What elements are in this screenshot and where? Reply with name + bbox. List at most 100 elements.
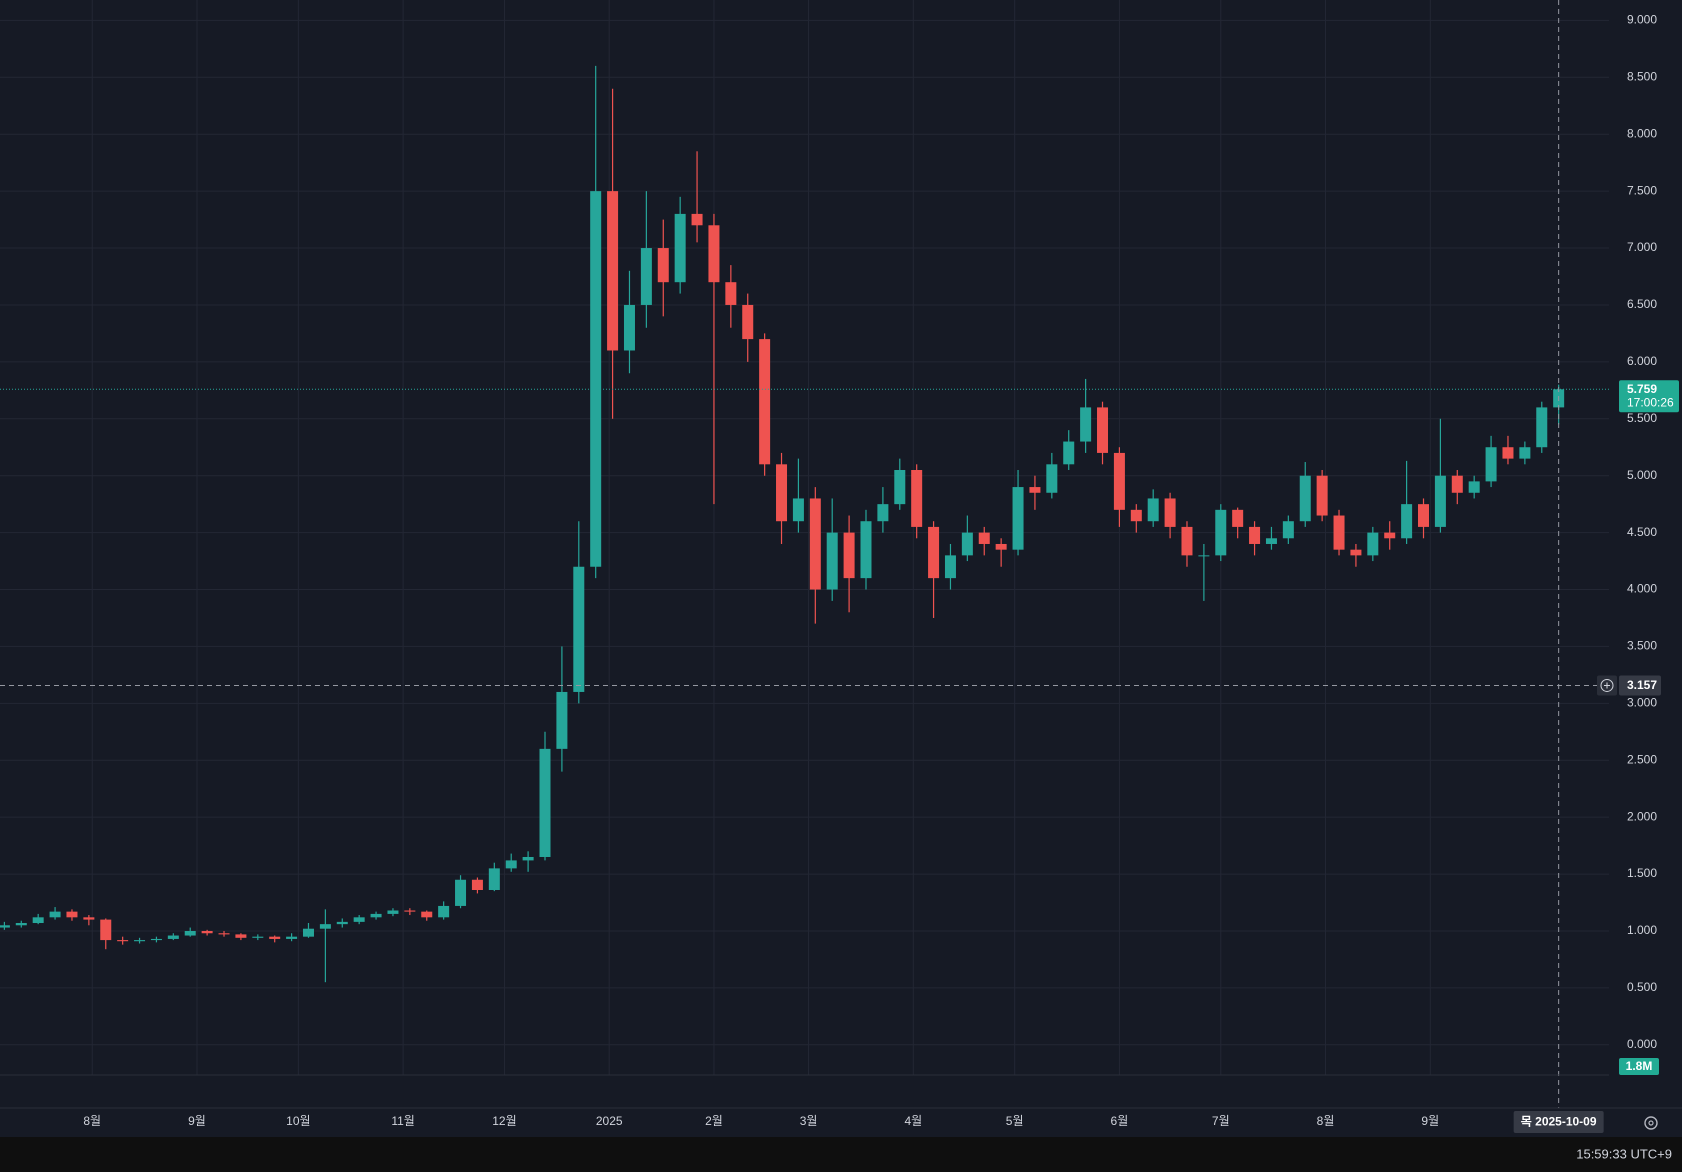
candle-body <box>1080 407 1092 442</box>
candle-body <box>269 936 281 939</box>
y-tick-label: 1.500 <box>1627 866 1657 880</box>
y-tick-label: 8.000 <box>1627 126 1657 140</box>
add-alert-icon[interactable] <box>1600 678 1614 692</box>
candle-body <box>826 532 838 590</box>
candle-body <box>438 905 450 918</box>
candle-body <box>776 464 788 522</box>
candle-body <box>860 521 872 579</box>
candle-body <box>843 532 855 579</box>
volume-box <box>1619 1058 1659 1075</box>
candle-body <box>336 921 348 925</box>
candle-body <box>809 498 821 590</box>
candle-body <box>1502 447 1514 459</box>
y-tick-label: 7.500 <box>1627 183 1657 197</box>
x-tick-label: 9월 <box>188 1114 206 1128</box>
y-tick-label: 3.000 <box>1627 696 1657 710</box>
candle-body <box>471 879 483 891</box>
x-tick-label: 3월 <box>800 1114 818 1128</box>
y-tick-label: 0.500 <box>1627 980 1657 994</box>
y-tick-label: 3.500 <box>1627 639 1657 653</box>
last-price-box <box>1619 380 1679 413</box>
candle-body <box>15 923 27 926</box>
candle-body <box>1401 504 1413 539</box>
candle-body <box>83 917 95 920</box>
candle-body <box>911 469 923 527</box>
crosshair-price-label: 3.157 <box>1627 678 1657 692</box>
y-tick-label: 7.000 <box>1627 240 1657 254</box>
candle-body <box>1147 498 1159 522</box>
candle-body <box>978 532 990 544</box>
candle-body <box>370 913 382 918</box>
candle-body <box>1029 487 1041 493</box>
candle-body <box>1113 452 1125 510</box>
candle-body <box>0 925 10 928</box>
x-tick-label: 2월 <box>705 1114 723 1128</box>
x-tick-label: 8월 <box>83 1114 101 1128</box>
candle-body <box>657 248 669 283</box>
candle-body <box>100 919 112 941</box>
candle-body <box>1063 441 1075 465</box>
candle-body <box>725 282 737 305</box>
candle-body <box>759 339 771 465</box>
x-tick-label: 12월 <box>492 1114 516 1128</box>
candle-body <box>1434 475 1446 527</box>
y-tick-label: 9.000 <box>1627 13 1657 27</box>
candle-body <box>387 910 399 914</box>
candle-body <box>1130 509 1142 522</box>
add-alert-plus[interactable] <box>1604 682 1610 689</box>
candle-body <box>134 940 146 942</box>
x-tick-label: 7월 <box>1212 1114 1230 1128</box>
volume-label: 1.8M <box>1626 1059 1653 1073</box>
x-tick-label: 2025 <box>596 1114 623 1128</box>
grid: 0.000 0.500 1.000 1.500 2.000 2.500 3.000 3.500… <box>0 0 1657 1128</box>
candle-body <box>1232 509 1244 527</box>
candle-body <box>302 928 314 937</box>
candle-body <box>1249 526 1261 544</box>
candle-body <box>894 469 906 505</box>
candle-body <box>1418 504 1430 527</box>
x-tick-label: 9월 <box>1421 1114 1439 1128</box>
candle-body <box>708 225 720 283</box>
candle-body <box>1451 475 1463 493</box>
countdown: 17:00:26 <box>1627 395 1674 409</box>
candle-body <box>49 911 61 918</box>
candle-body <box>961 532 973 556</box>
candle-body <box>1519 447 1531 459</box>
crosshair-date-box <box>1513 1111 1604 1133</box>
crosshair-price-box <box>1619 675 1661 696</box>
candle-body <box>928 526 940 579</box>
candle-body <box>742 304 754 340</box>
settings-icon[interactable] <box>1644 1116 1658 1130</box>
candle-body <box>674 213 686 283</box>
candle-body <box>1012 487 1024 550</box>
candle-body <box>1536 407 1548 448</box>
y-tick-label: 5.000 <box>1627 468 1657 482</box>
candle-body <box>522 856 534 861</box>
candle-body <box>66 911 78 918</box>
candle-body <box>573 566 585 692</box>
candle-body <box>167 935 179 939</box>
clock: 15:59:33 UTC+9 <box>1576 1146 1672 1161</box>
candle-body <box>1468 481 1480 493</box>
candle-body <box>1350 549 1362 556</box>
y-tick-label: 6.000 <box>1627 354 1657 368</box>
candle-body <box>623 304 635 351</box>
y-tick-label: 2.500 <box>1627 752 1657 766</box>
candle-body <box>505 860 517 869</box>
candle-body <box>1485 447 1497 482</box>
candle-body <box>691 213 703 226</box>
candle-body <box>404 910 416 912</box>
y-tick-label: 2.000 <box>1627 809 1657 823</box>
candle-body <box>353 917 365 922</box>
candle-body <box>117 940 129 942</box>
candle-body <box>556 691 568 749</box>
candle-body <box>944 555 956 579</box>
candle-body <box>792 498 804 522</box>
x-tick-label: 5월 <box>1006 1114 1024 1128</box>
candle-body <box>1097 407 1109 453</box>
last-price-label: 5.759 <box>1627 382 1657 396</box>
candle-body <box>1384 532 1396 539</box>
candle-body <box>1164 498 1176 527</box>
